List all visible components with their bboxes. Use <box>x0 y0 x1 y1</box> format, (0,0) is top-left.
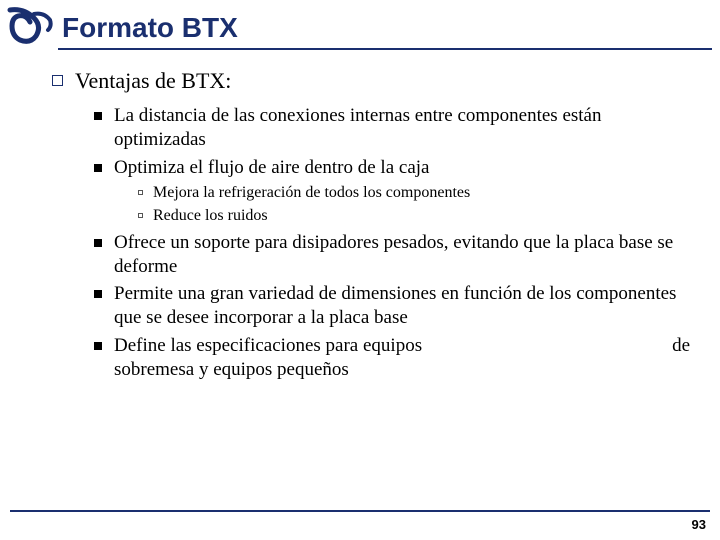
list-item: La distancia de las conexiones internas … <box>94 104 690 152</box>
footer-divider <box>10 510 710 512</box>
sub-list: Mejora la refrigeración de todos los com… <box>94 183 690 227</box>
list-item-text: Ofrece un soporte para disipadores pesad… <box>114 231 690 279</box>
page-number: 93 <box>692 517 706 532</box>
bullet-list: La distancia de las conexiones internas … <box>52 104 690 381</box>
sub-list-item-text: Mejora la refrigeración de todos los com… <box>153 183 470 204</box>
list-item: Ofrece un soporte para disipadores pesad… <box>94 231 690 279</box>
list-item: Permite una gran variedad de dimensiones… <box>94 282 690 330</box>
bullet-tiny-icon <box>138 213 143 218</box>
slide-header: Formato BTX <box>0 0 720 46</box>
logo-icon <box>6 6 54 46</box>
slide-content: Ventajas de BTX: La distancia de las con… <box>0 50 720 381</box>
bullet-fill-icon <box>94 342 102 350</box>
list-item-text: Optimiza el flujo de aire dentro de la c… <box>114 156 429 180</box>
heading-text: Ventajas de BTX: <box>75 68 231 94</box>
sub-list-item: Reduce los ruidos <box>138 206 690 227</box>
list-item: Optimiza el flujo de aire dentro de la c… <box>94 156 690 180</box>
heading-row: Ventajas de BTX: <box>52 68 690 94</box>
list-item-text: La distancia de las conexiones internas … <box>114 104 690 152</box>
bullet-tiny-icon <box>138 190 143 195</box>
list-item-text-tail: de <box>660 334 690 358</box>
list-item-text-part1: Define las especificaciones para equipos <box>114 334 422 358</box>
sub-list-item: Mejora la refrigeración de todos los com… <box>138 183 690 204</box>
bullet-fill-icon <box>94 239 102 247</box>
bullet-fill-icon <box>94 164 102 172</box>
bullet-fill-icon <box>94 290 102 298</box>
list-item-text: Define las especificaciones para equipos… <box>114 334 690 382</box>
bullet-fill-icon <box>94 112 102 120</box>
list-item-text: Permite una gran variedad de dimensiones… <box>114 282 690 330</box>
list-item-text-part2: sobremesa y equipos pequeños <box>114 359 349 380</box>
sub-list-item-text: Reduce los ruidos <box>153 206 268 227</box>
bullet-outline-icon <box>52 75 63 86</box>
list-item: Define las especificaciones para equipos… <box>94 334 690 382</box>
slide-title: Formato BTX <box>62 12 238 46</box>
